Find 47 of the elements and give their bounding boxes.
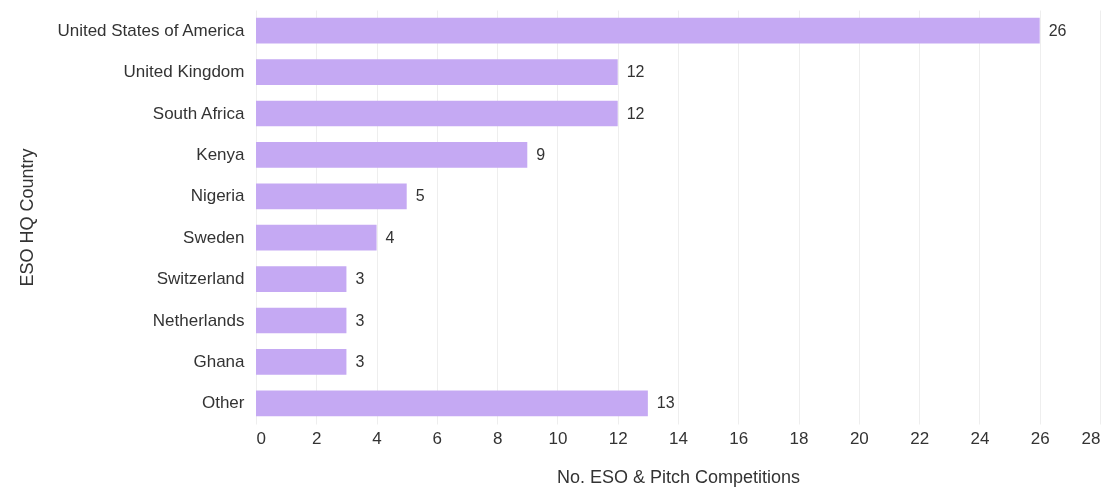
y-tick-label: Kenya — [196, 144, 246, 164]
bar — [256, 183, 407, 210]
data-label: 3 — [355, 311, 365, 329]
x-tick-label: 20 — [849, 428, 869, 448]
y-tick-label: South Africa — [152, 103, 246, 123]
x-tick-label: 26 — [1030, 428, 1050, 448]
x-tick-label: 4 — [372, 428, 382, 448]
data-label: 9 — [536, 145, 546, 163]
data-label: 12 — [626, 63, 645, 81]
data-label: 3 — [355, 270, 365, 288]
x-tick-label: 2 — [312, 428, 322, 448]
bar — [256, 224, 377, 251]
y-tick-label: United States of America — [57, 20, 246, 40]
x-tick-label: 24 — [970, 428, 990, 448]
data-label: 13 — [656, 394, 675, 412]
x-tick-label: 10 — [548, 428, 568, 448]
x-tick-label: 6 — [432, 428, 443, 448]
y-tick-label: Nigeria — [190, 186, 246, 206]
bar — [256, 59, 618, 85]
x-tick-label: 18 — [789, 428, 809, 448]
x-tick-label: 8 — [492, 428, 503, 448]
data-label: 5 — [415, 187, 425, 205]
y-tick-label: Switzerland — [156, 269, 245, 289]
bar — [256, 142, 528, 168]
x-axis-title: No. ESO & Pitch Competitions — [556, 466, 801, 487]
y-tick-label: Other — [201, 393, 245, 413]
x-tick-label: 14 — [669, 428, 688, 448]
data-label: 4 — [385, 228, 395, 246]
y-tick-label: Sweden — [183, 227, 245, 247]
bar — [256, 17, 1040, 44]
data-label: 12 — [626, 104, 645, 122]
y-tick-label: Ghana — [193, 351, 246, 371]
bar — [256, 266, 347, 292]
y-axis-title: ESO HQ Country — [16, 148, 37, 287]
x-tick-label: 28 — [1081, 428, 1101, 448]
x-tick-label: 16 — [729, 428, 749, 448]
bar — [256, 100, 618, 127]
y-tick-label: United Kingdom — [123, 62, 245, 82]
y-tick-label: Netherlands — [152, 310, 245, 330]
x-tick-label: 12 — [608, 428, 628, 448]
x-tick-label: 22 — [910, 428, 930, 448]
data-label: 26 — [1048, 21, 1067, 39]
bar — [256, 349, 347, 375]
data-label: 3 — [355, 352, 365, 370]
bar — [256, 307, 347, 334]
bar — [256, 390, 648, 417]
x-tick-label: 0 — [256, 428, 266, 448]
